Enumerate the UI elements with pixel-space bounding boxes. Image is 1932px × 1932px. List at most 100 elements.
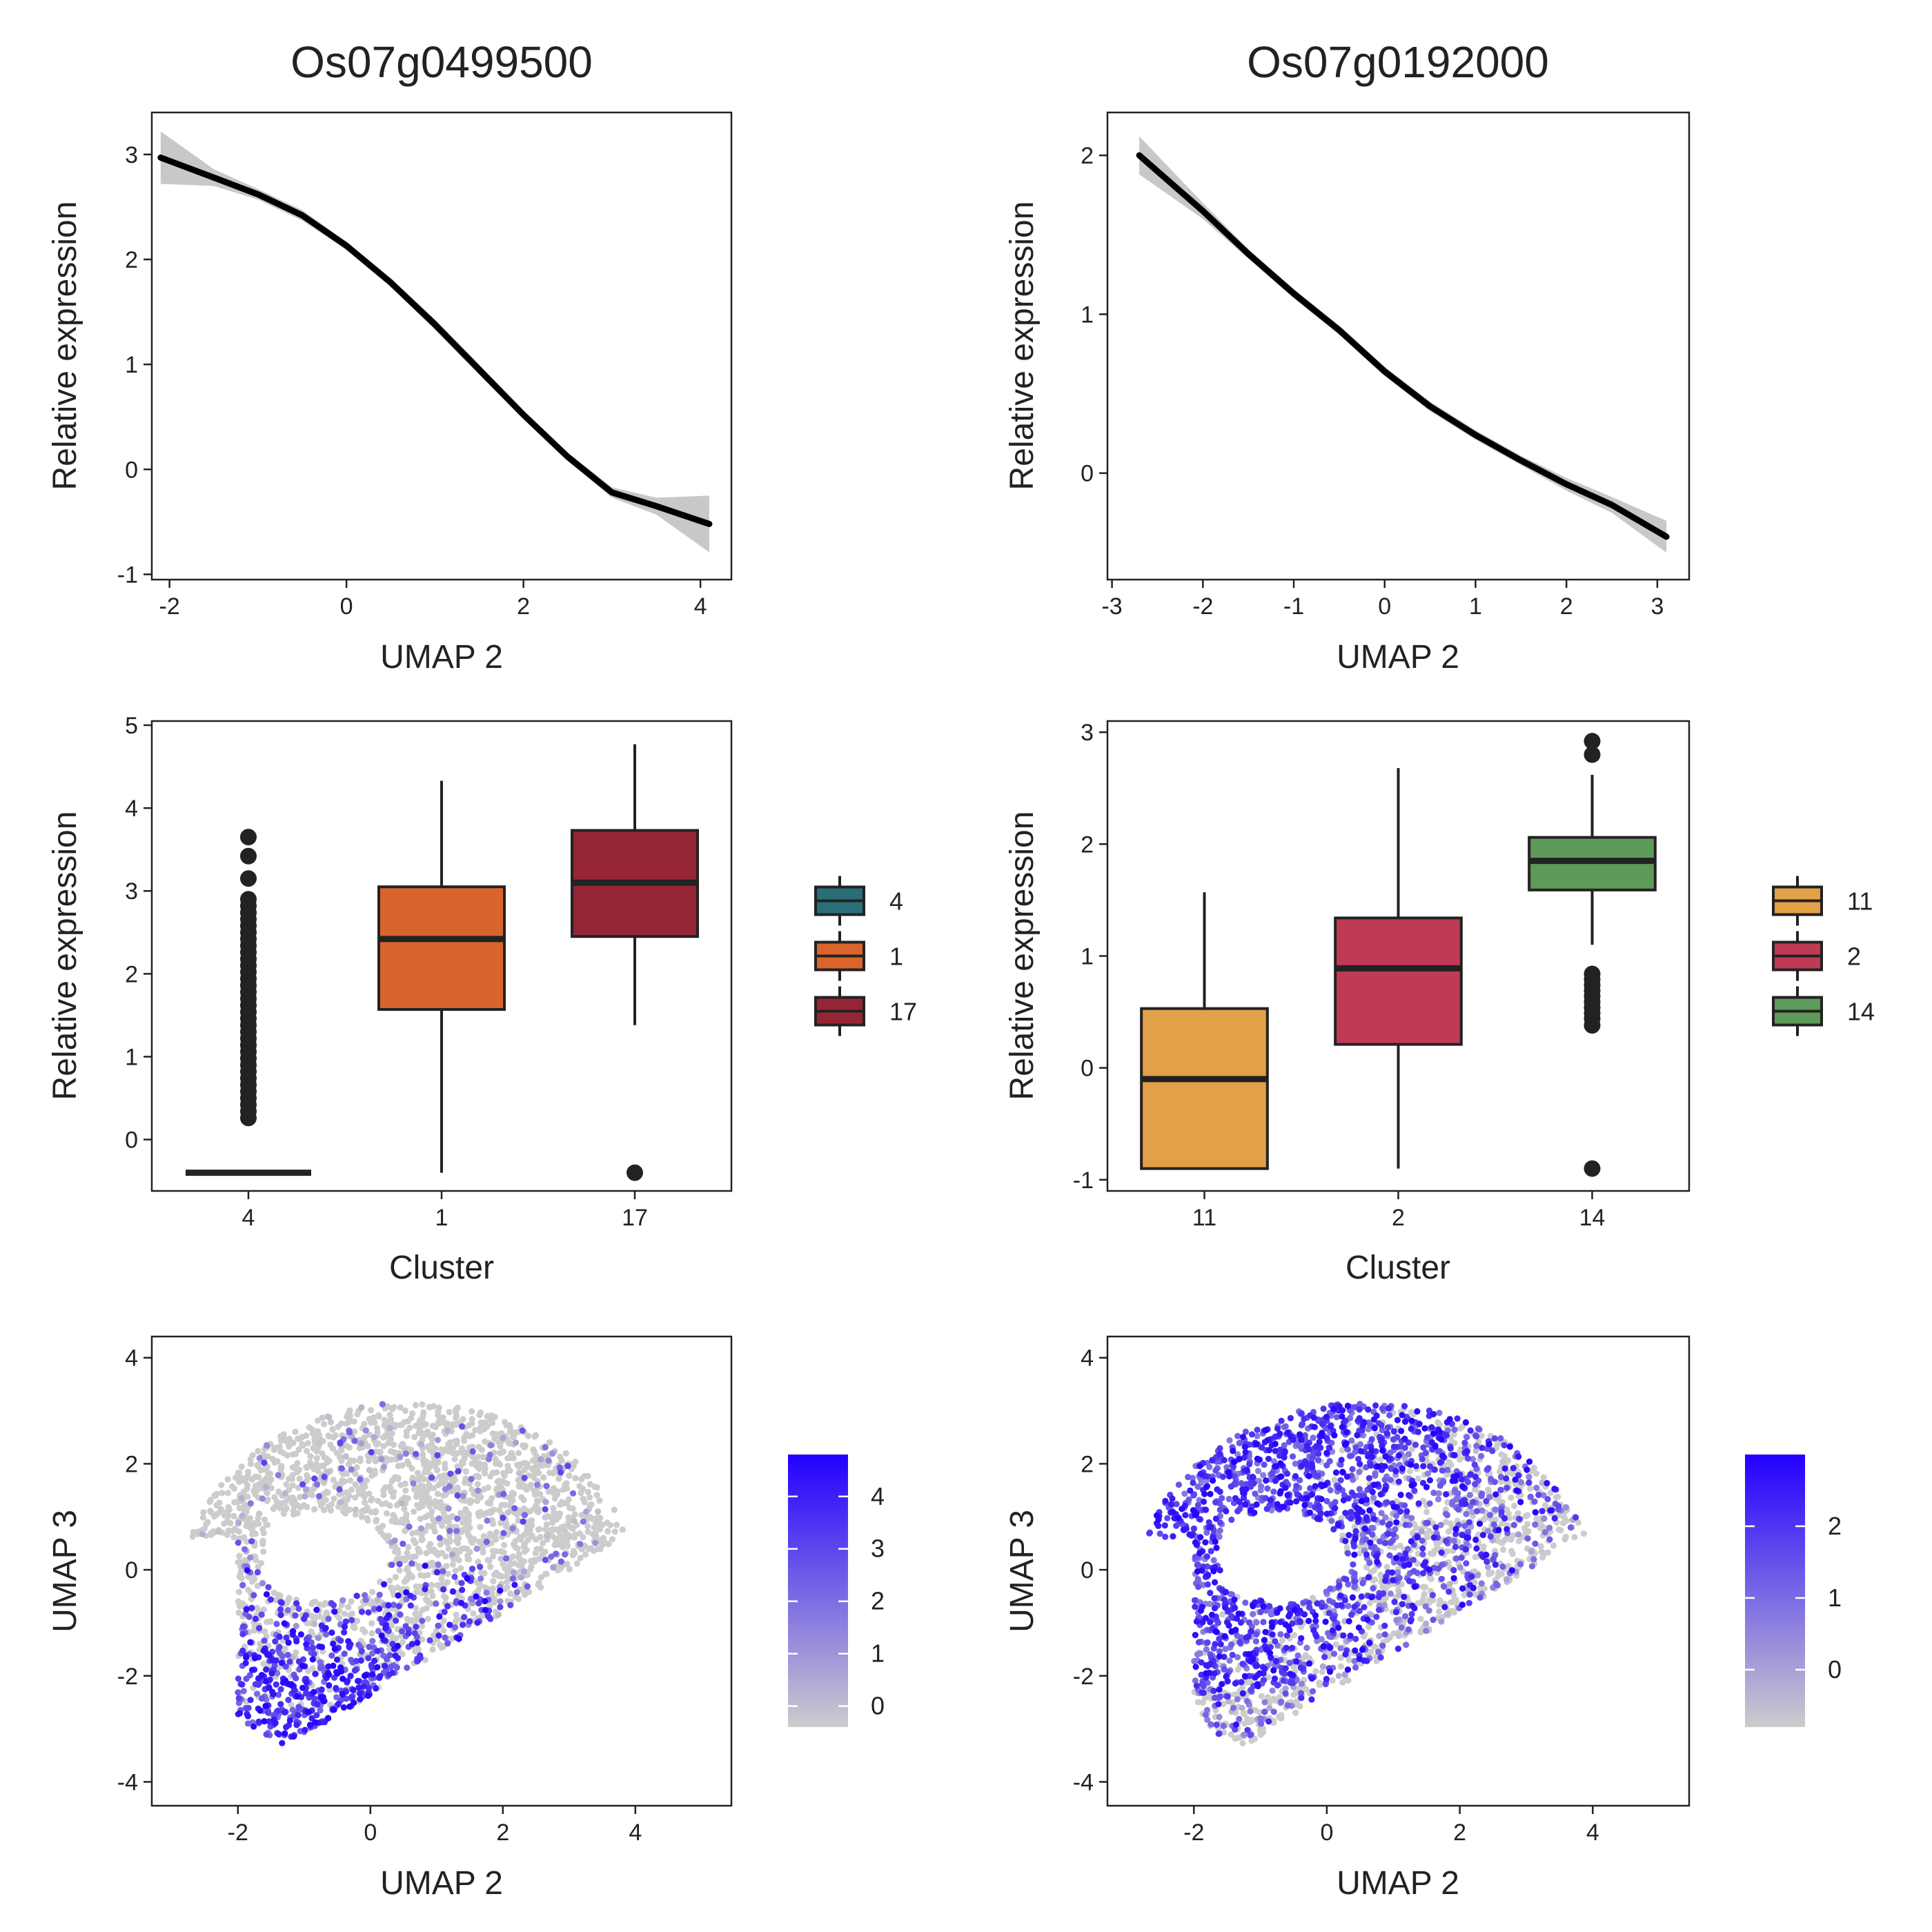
cell-point <box>235 1699 242 1706</box>
cell-point <box>263 1475 270 1482</box>
cell-point <box>239 1512 246 1519</box>
cell-point <box>1261 1677 1268 1684</box>
y-tick-label: 1 <box>125 352 138 378</box>
cell-point <box>424 1512 431 1519</box>
cell-point <box>580 1495 586 1502</box>
y-axis-title: Relative expression <box>1004 811 1041 1101</box>
cell-point <box>394 1584 401 1591</box>
cell-point <box>247 1697 254 1704</box>
cell-point <box>320 1601 327 1608</box>
cell-point <box>566 1566 573 1573</box>
cell-point <box>374 1429 381 1436</box>
cell-point <box>265 1584 272 1590</box>
cell-point <box>1450 1537 1457 1544</box>
cell-point <box>320 1463 327 1470</box>
cell-point <box>422 1586 428 1593</box>
cell-point <box>440 1617 447 1624</box>
cell-point <box>446 1408 453 1416</box>
cell-point <box>289 1451 296 1458</box>
cell-point <box>357 1476 364 1483</box>
cell-point <box>1473 1433 1480 1440</box>
y-tick-label: 0 <box>1081 1056 1094 1082</box>
cell-point <box>245 1704 252 1711</box>
cell-point <box>1468 1573 1475 1580</box>
cell-point <box>420 1409 427 1416</box>
cell-point <box>1230 1463 1237 1470</box>
cell-point <box>426 1481 433 1488</box>
cell-point <box>1408 1515 1415 1521</box>
cell-point <box>228 1483 236 1490</box>
cell-point <box>295 1484 302 1491</box>
cell-point <box>308 1492 316 1499</box>
cell-point <box>489 1430 496 1437</box>
cell-point <box>431 1632 437 1639</box>
cell-point <box>399 1639 406 1646</box>
cell-point <box>1437 1597 1443 1604</box>
cell-point <box>256 1455 263 1461</box>
plot-area <box>186 744 699 1181</box>
cell-point <box>304 1472 310 1479</box>
cell-point <box>1226 1657 1233 1664</box>
cell-point <box>578 1490 584 1497</box>
cell-point <box>1368 1436 1375 1443</box>
cell-point <box>235 1598 241 1605</box>
cell-point <box>457 1565 464 1572</box>
cell-point <box>420 1451 426 1458</box>
cell-point <box>334 1656 341 1663</box>
cell-point <box>521 1443 528 1451</box>
cell-point <box>386 1502 393 1509</box>
cell-point <box>1471 1461 1478 1468</box>
cell-point <box>276 1644 283 1650</box>
cell-point <box>311 1621 318 1628</box>
cell-point <box>254 1520 261 1527</box>
cell-point <box>397 1453 404 1460</box>
cell-point <box>418 1441 425 1448</box>
cell-point <box>1473 1442 1480 1450</box>
cell-point <box>276 1443 283 1450</box>
cell-point <box>1229 1651 1236 1659</box>
cell-point <box>403 1432 410 1439</box>
cell-point <box>1471 1486 1478 1493</box>
cell-point <box>1257 1608 1264 1615</box>
cell-point <box>409 1475 417 1482</box>
cell-point <box>538 1574 545 1581</box>
cell-point <box>1236 1639 1243 1646</box>
cell-point <box>282 1677 289 1684</box>
cell-point <box>580 1518 586 1525</box>
cell-point <box>1337 1663 1344 1670</box>
cell-point <box>1501 1441 1508 1449</box>
cell-point <box>275 1691 282 1698</box>
cell-point <box>1420 1497 1427 1504</box>
cell-point <box>358 1508 365 1515</box>
cell-point <box>1332 1641 1339 1648</box>
cell-point <box>358 1608 366 1615</box>
cell-point <box>468 1537 475 1544</box>
cell-point <box>459 1621 466 1628</box>
cell-point <box>1414 1475 1421 1482</box>
cell-point <box>412 1610 419 1617</box>
cell-point <box>395 1603 402 1610</box>
cell-point <box>1393 1617 1400 1624</box>
cell-point <box>1423 1508 1430 1515</box>
cell-point <box>1423 1458 1430 1465</box>
cell-point <box>1414 1550 1421 1557</box>
cell-point <box>1575 1519 1581 1526</box>
cell-point <box>1541 1529 1548 1536</box>
cell-point <box>1508 1494 1515 1501</box>
cell-point <box>429 1646 436 1653</box>
cell-point <box>1352 1635 1359 1642</box>
cell-point <box>405 1544 412 1550</box>
cell-point <box>1234 1508 1241 1515</box>
cell-point <box>453 1611 460 1618</box>
cell-point <box>1206 1600 1213 1608</box>
cell-point <box>488 1413 495 1420</box>
cell-point <box>263 1731 270 1738</box>
cell-point <box>443 1517 450 1524</box>
cell-point <box>571 1511 578 1518</box>
cell-point <box>313 1481 320 1488</box>
cell-point <box>1293 1699 1300 1706</box>
cell-point <box>430 1403 437 1410</box>
cell-point <box>611 1506 618 1513</box>
cell-point <box>1248 1717 1255 1724</box>
